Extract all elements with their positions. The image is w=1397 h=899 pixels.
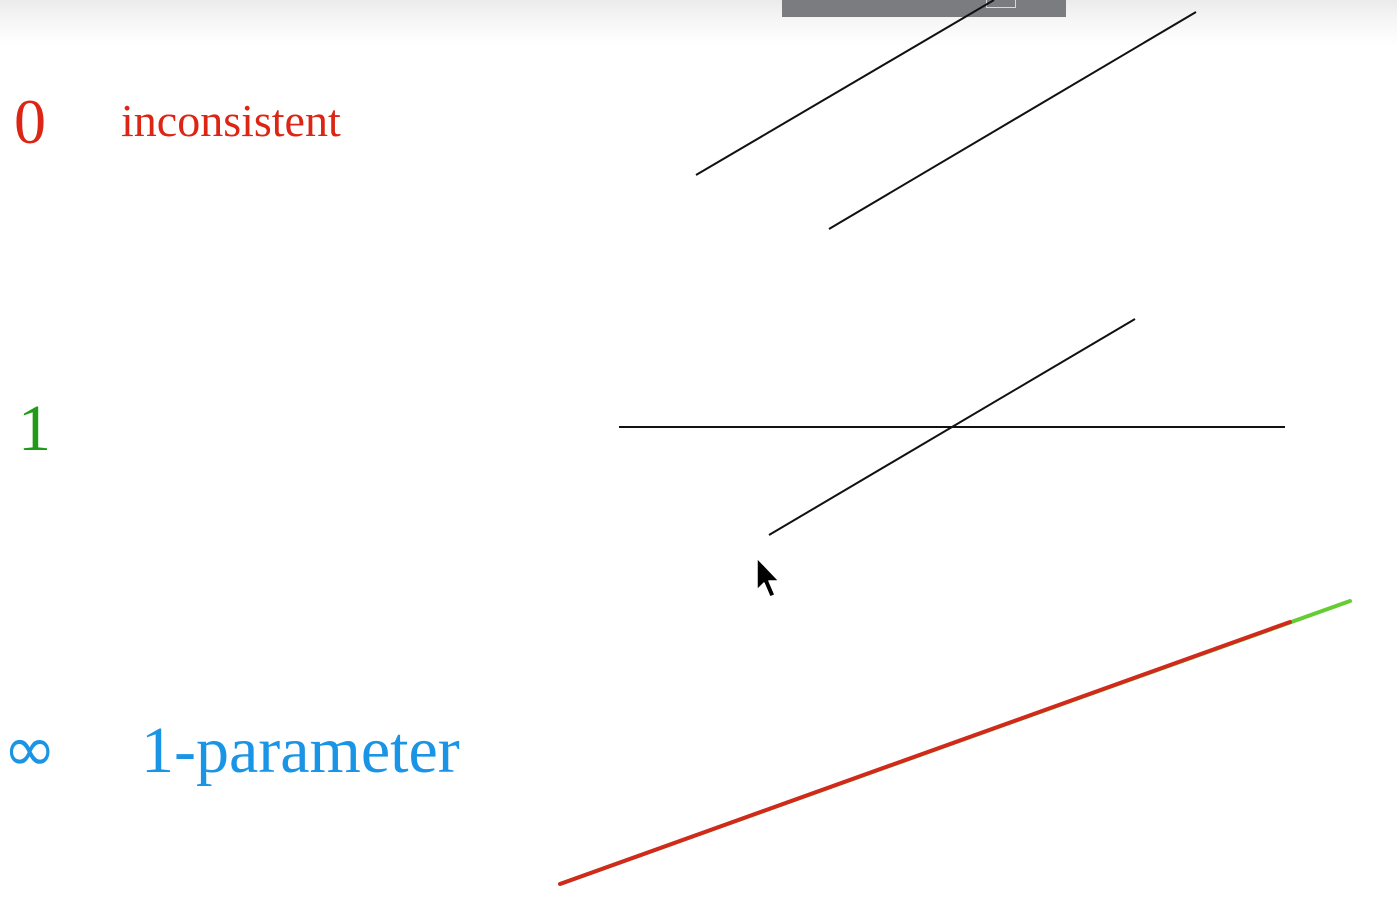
solution-count-zero: 0: [14, 86, 46, 157]
parallel-line-upper: [695, 0, 995, 176]
coincident-line-red: [558, 620, 1292, 886]
label-inconsistent: inconsistent: [121, 95, 341, 146]
slanted-line: [768, 318, 1136, 536]
solution-count-one: 1: [18, 392, 51, 465]
parallel-line-lower: [828, 11, 1197, 230]
mouse-pointer-icon: [756, 557, 780, 598]
label-one-parameter: 1-parameter: [141, 714, 460, 787]
solution-count-infinity: ∞: [3, 713, 57, 787]
top-shadow: [0, 0, 1397, 46]
